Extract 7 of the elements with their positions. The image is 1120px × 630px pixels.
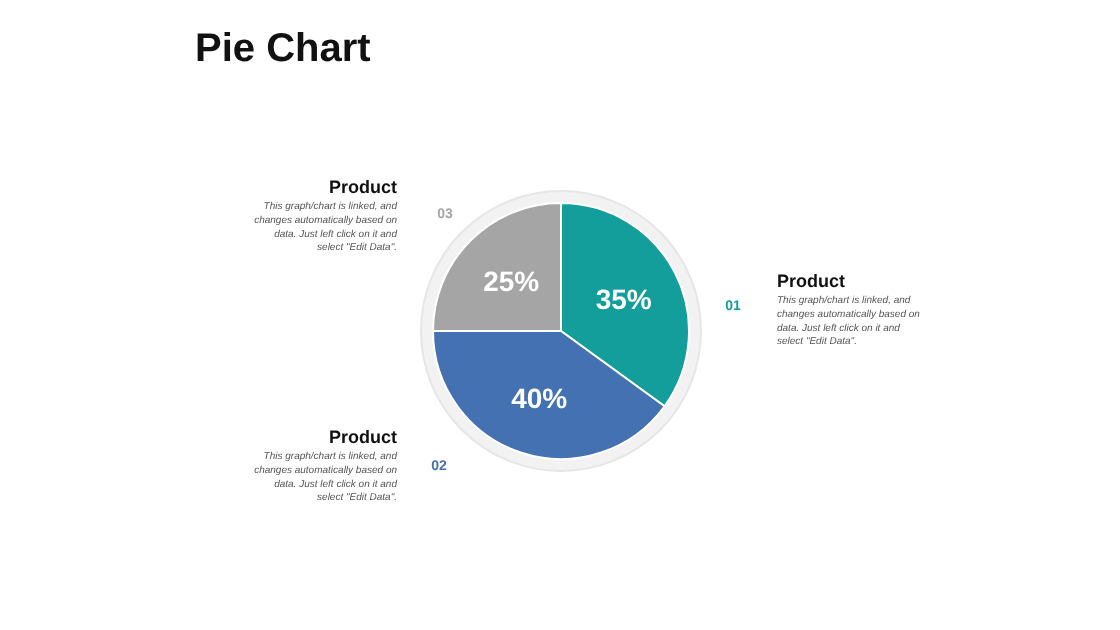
data-label: 25% [483, 265, 541, 298]
slice-label: Product [777, 271, 846, 291]
slice-label: Product [329, 177, 398, 197]
chart-title: Pie Chart [195, 27, 372, 71]
data-label: 40% [511, 381, 569, 414]
slice-label: Product [329, 427, 398, 447]
data-label: 35% [595, 283, 653, 316]
